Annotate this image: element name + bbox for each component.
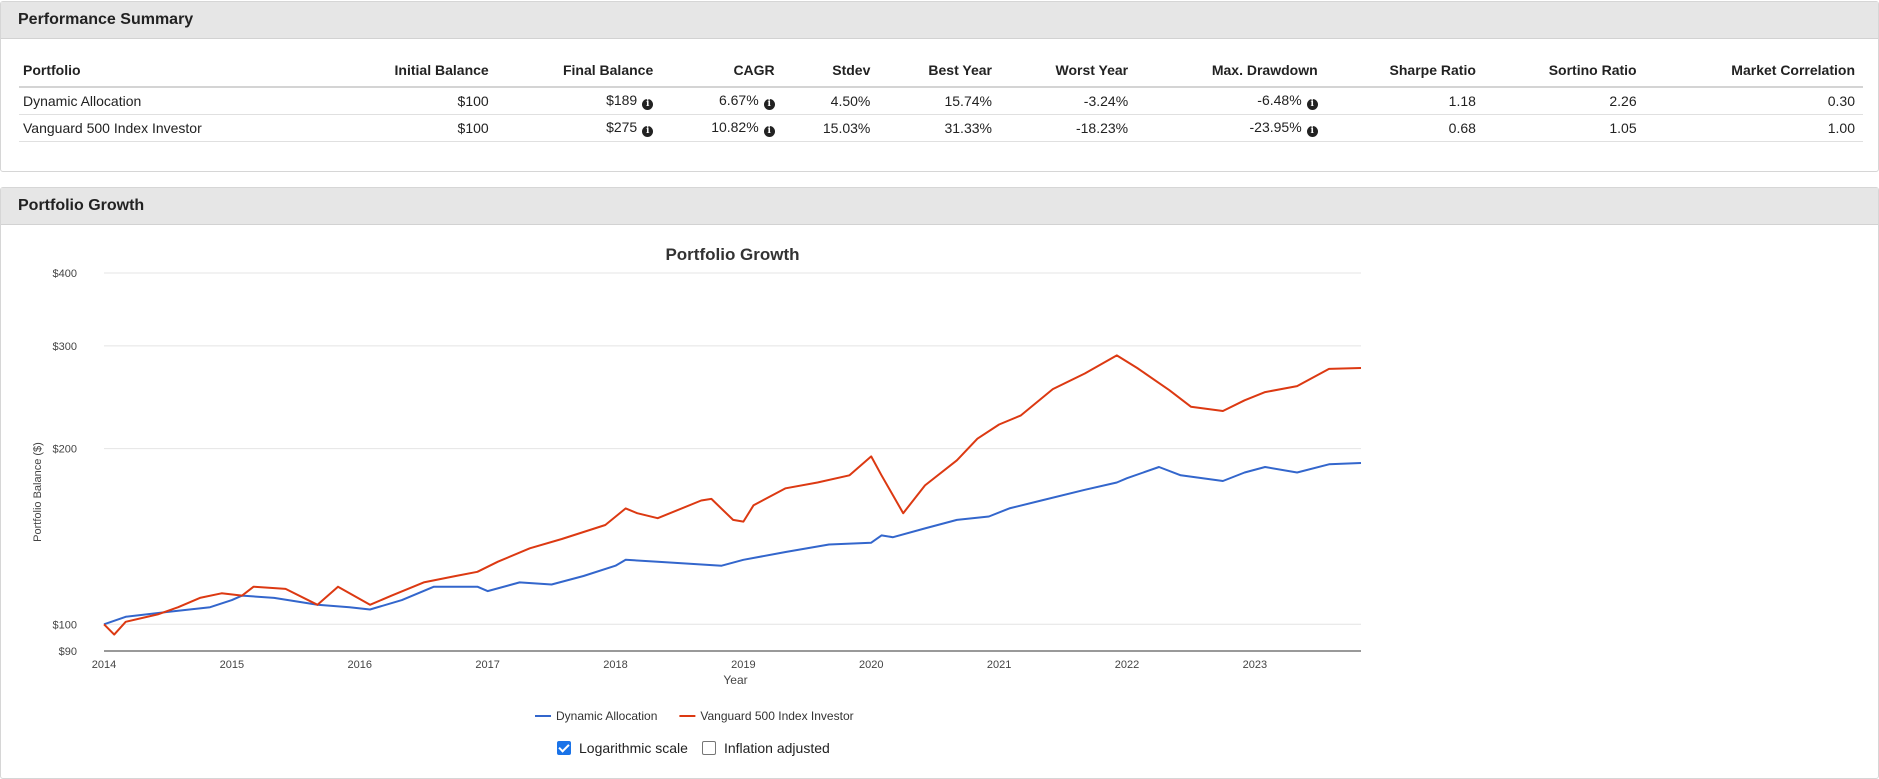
initial-balance: $100	[325, 87, 497, 115]
x-tick-label: 2019	[731, 659, 755, 671]
y-tick-label: $200	[53, 444, 77, 456]
legend-label: Dynamic Allocation	[556, 709, 657, 723]
y-tick-label: $300	[53, 341, 77, 353]
info-icon[interactable]: i	[1306, 126, 1318, 137]
x-tick-label: 2020	[859, 659, 883, 671]
worst-year-value: -3.24%	[999, 87, 1137, 115]
x-tick-label: 2016	[348, 659, 372, 671]
log-scale-toggle[interactable]: Logarithmic scale	[557, 740, 688, 756]
legend-label: Vanguard 500 Index Investor	[700, 709, 853, 723]
chart-title: Portfolio Growth	[665, 245, 799, 264]
market-correlation-value: 0.30	[1644, 87, 1863, 115]
column-header: Sortino Ratio	[1483, 54, 1645, 88]
worst-year-value: -18.23%	[999, 114, 1137, 142]
table-row: Vanguard 500 Index Investor $100 $275 i 1…	[19, 114, 1863, 142]
sharpe-ratio-value: 1.18	[1325, 87, 1484, 115]
x-tick-label: 2023	[1243, 659, 1267, 671]
info-icon[interactable]: i	[1306, 99, 1318, 110]
y-tick-label: $90	[59, 646, 77, 658]
x-tick-label: 2022	[1115, 659, 1139, 671]
y-tick-label: $100	[53, 619, 77, 631]
log-scale-checkbox[interactable]	[557, 741, 571, 755]
series-line	[103, 462, 1362, 626]
performance-summary-table: Portfolio Initial Balance Final Balance …	[19, 54, 1863, 142]
info-icon[interactable]: i	[763, 126, 775, 137]
best-year-value: 15.74%	[878, 87, 1000, 115]
x-tick-label: 2017	[475, 659, 499, 671]
x-tick-label: 2014	[92, 659, 116, 671]
column-header: Max. Drawdown	[1136, 54, 1326, 88]
cagr-value: 10.82%	[711, 119, 759, 135]
x-tick-label: 2018	[603, 659, 627, 671]
performance-summary-title: Performance Summary	[1, 2, 1878, 39]
best-year-value: 31.33%	[878, 114, 1000, 142]
info-icon[interactable]: i	[763, 99, 775, 110]
column-header: Market Correlation	[1644, 54, 1863, 88]
inflation-toggle[interactable]: Inflation adjusted	[701, 740, 830, 756]
log-scale-label: Logarithmic scale	[579, 740, 688, 756]
portfolio-growth-panel: Portfolio Growth Portfolio Growth $90 $100…	[0, 187, 1879, 779]
info-icon[interactable]: i	[642, 126, 654, 137]
column-header: Worst Year	[999, 54, 1137, 88]
column-header: CAGR	[661, 54, 783, 88]
max-drawdown-value: -6.48%	[1257, 92, 1302, 108]
info-icon[interactable]: i	[642, 99, 654, 110]
x-tick-label: 2021	[987, 659, 1011, 671]
market-correlation-value: 1.00	[1644, 114, 1863, 142]
max-drawdown-value: -23.95%	[1249, 119, 1302, 135]
final-balance: $275	[606, 119, 638, 135]
sortino-ratio-value: 2.26	[1483, 87, 1645, 115]
sortino-ratio-value: 1.05	[1483, 114, 1645, 142]
chart-container: Portfolio Growth $90 $100 $200 $300 $400 2014 2…	[1, 225, 1381, 770]
table-row: Dynamic Allocation $100 $189 i 6.67% i 4.5…	[19, 87, 1863, 115]
column-header: Best Year	[878, 54, 1000, 88]
cagr-value: 6.67%	[718, 92, 759, 108]
portfolio-name: Dynamic Allocation	[19, 87, 326, 115]
series-line	[103, 354, 1362, 636]
column-header: Initial Balance	[325, 54, 497, 88]
portfolio-growth-title: Portfolio Growth	[1, 188, 1878, 225]
initial-balance: $100	[325, 114, 497, 142]
column-header: Final Balance	[496, 54, 662, 88]
stdev-value: 4.50%	[782, 87, 879, 115]
column-header: Portfolio	[19, 54, 326, 88]
x-axis-label: Year	[723, 673, 747, 687]
x-tick-label: 2015	[220, 659, 244, 671]
y-tick-label: $400	[53, 268, 77, 280]
table-header-row: Portfolio Initial Balance Final Balance …	[19, 54, 1863, 88]
final-balance: $189	[606, 92, 638, 108]
stdev-value: 15.03%	[782, 114, 879, 142]
chart-controls: Logarithmic scale Inflation adjusted	[557, 740, 844, 756]
performance-summary-panel: Performance Summary Portfolio Initial Ba…	[0, 1, 1879, 172]
column-header: Stdev	[782, 54, 879, 88]
inflation-checkbox[interactable]	[701, 741, 716, 755]
portfolio-growth-chart: Portfolio Growth $90 $100 $200 $300 $400 2014 2…	[32, 245, 1362, 723]
column-header: Sharpe Ratio	[1325, 54, 1484, 88]
inflation-label: Inflation adjusted	[723, 740, 830, 756]
y-axis-label: Portfolio Balance ($)	[32, 442, 44, 542]
portfolio-name: Vanguard 500 Index Investor	[19, 114, 326, 142]
sharpe-ratio-value: 0.68	[1325, 114, 1484, 142]
